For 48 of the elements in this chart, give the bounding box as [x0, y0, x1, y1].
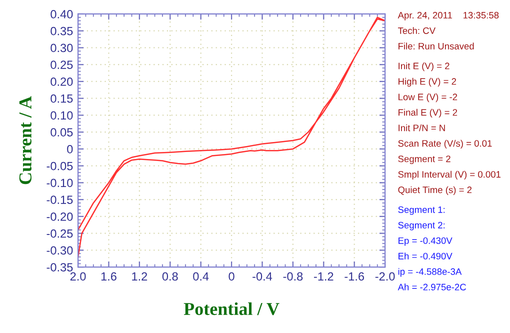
y-tick-label: 0.15: [50, 94, 73, 103]
text: Init P/N = N: [398, 124, 445, 132]
y-tick-label: -0.10: [46, 178, 73, 188]
y-tick-label: 0.35: [50, 26, 73, 36]
x-tick-label: 0.4: [193, 272, 209, 281]
y-tick-label: 0.30: [50, 44, 73, 52]
text: Ah = -2.975e-2C: [398, 284, 466, 290]
x-tick-label: -0.8: [283, 272, 303, 281]
text: Segment 2:: [398, 222, 445, 230]
text: Final E (V) = 2: [398, 108, 458, 118]
y-tick-label: 0.10: [50, 111, 73, 120]
y-tick-label: 0.05: [50, 128, 73, 136]
y-tick-label: -0.05: [46, 162, 73, 170]
x-tick-label: 0.8: [162, 272, 178, 281]
y-tick-label: -0.20: [46, 212, 73, 221]
x-tick-label: -1.6: [344, 272, 364, 281]
y-tick-label: -0.35: [46, 263, 73, 272]
text: ip = -4.588e-3A: [398, 268, 462, 277]
x-tick-label: 2.0: [70, 272, 86, 281]
text: File: Run Unsaved: [398, 42, 474, 50]
x-tick-label: 1.2: [132, 272, 148, 280]
y-tick-label: 0.25: [50, 60, 73, 69]
text: Apr. 24, 2011 13:35:58: [398, 12, 499, 20]
text: Ep = -0.430V: [398, 237, 452, 246]
x-tick-label: 1.6: [101, 272, 116, 281]
text: High E (V) = 2: [398, 78, 456, 87]
line-series: [78, 16, 386, 258]
y-tick-label: 0: [67, 144, 73, 154]
y-tick-label: -0.25: [46, 229, 73, 238]
text: Eh = -0.490V: [398, 252, 452, 260]
text: Tech: CV: [398, 27, 436, 34]
text: Quiet Time (s) = 2: [398, 186, 472, 195]
text: Init E (V) = 2: [398, 62, 450, 72]
x-axis-title: Potential / V: [184, 302, 280, 316]
y-tick-label: -0.30: [46, 246, 73, 255]
x-tick-label: -1.2: [314, 272, 334, 280]
text: Low E (V) = -2: [398, 93, 458, 102]
y-tick-label: -0.15: [46, 196, 73, 204]
y-tick-label: 0.40: [50, 10, 73, 18]
text: Smpl Interval (V) = 0.001: [398, 170, 501, 180]
text: Segment = 2: [398, 156, 450, 164]
x-tick-label: -0.4: [252, 272, 272, 281]
x-tick-label: 0: [228, 272, 234, 281]
y-axis-title: Current / A: [19, 96, 32, 184]
text: Scan Rate (V/s) = 0.01: [398, 140, 492, 149]
x-tick-label: -2.0: [375, 272, 395, 281]
text: Segment 1:: [398, 206, 445, 215]
y-tick-label: 0.20: [50, 78, 73, 86]
